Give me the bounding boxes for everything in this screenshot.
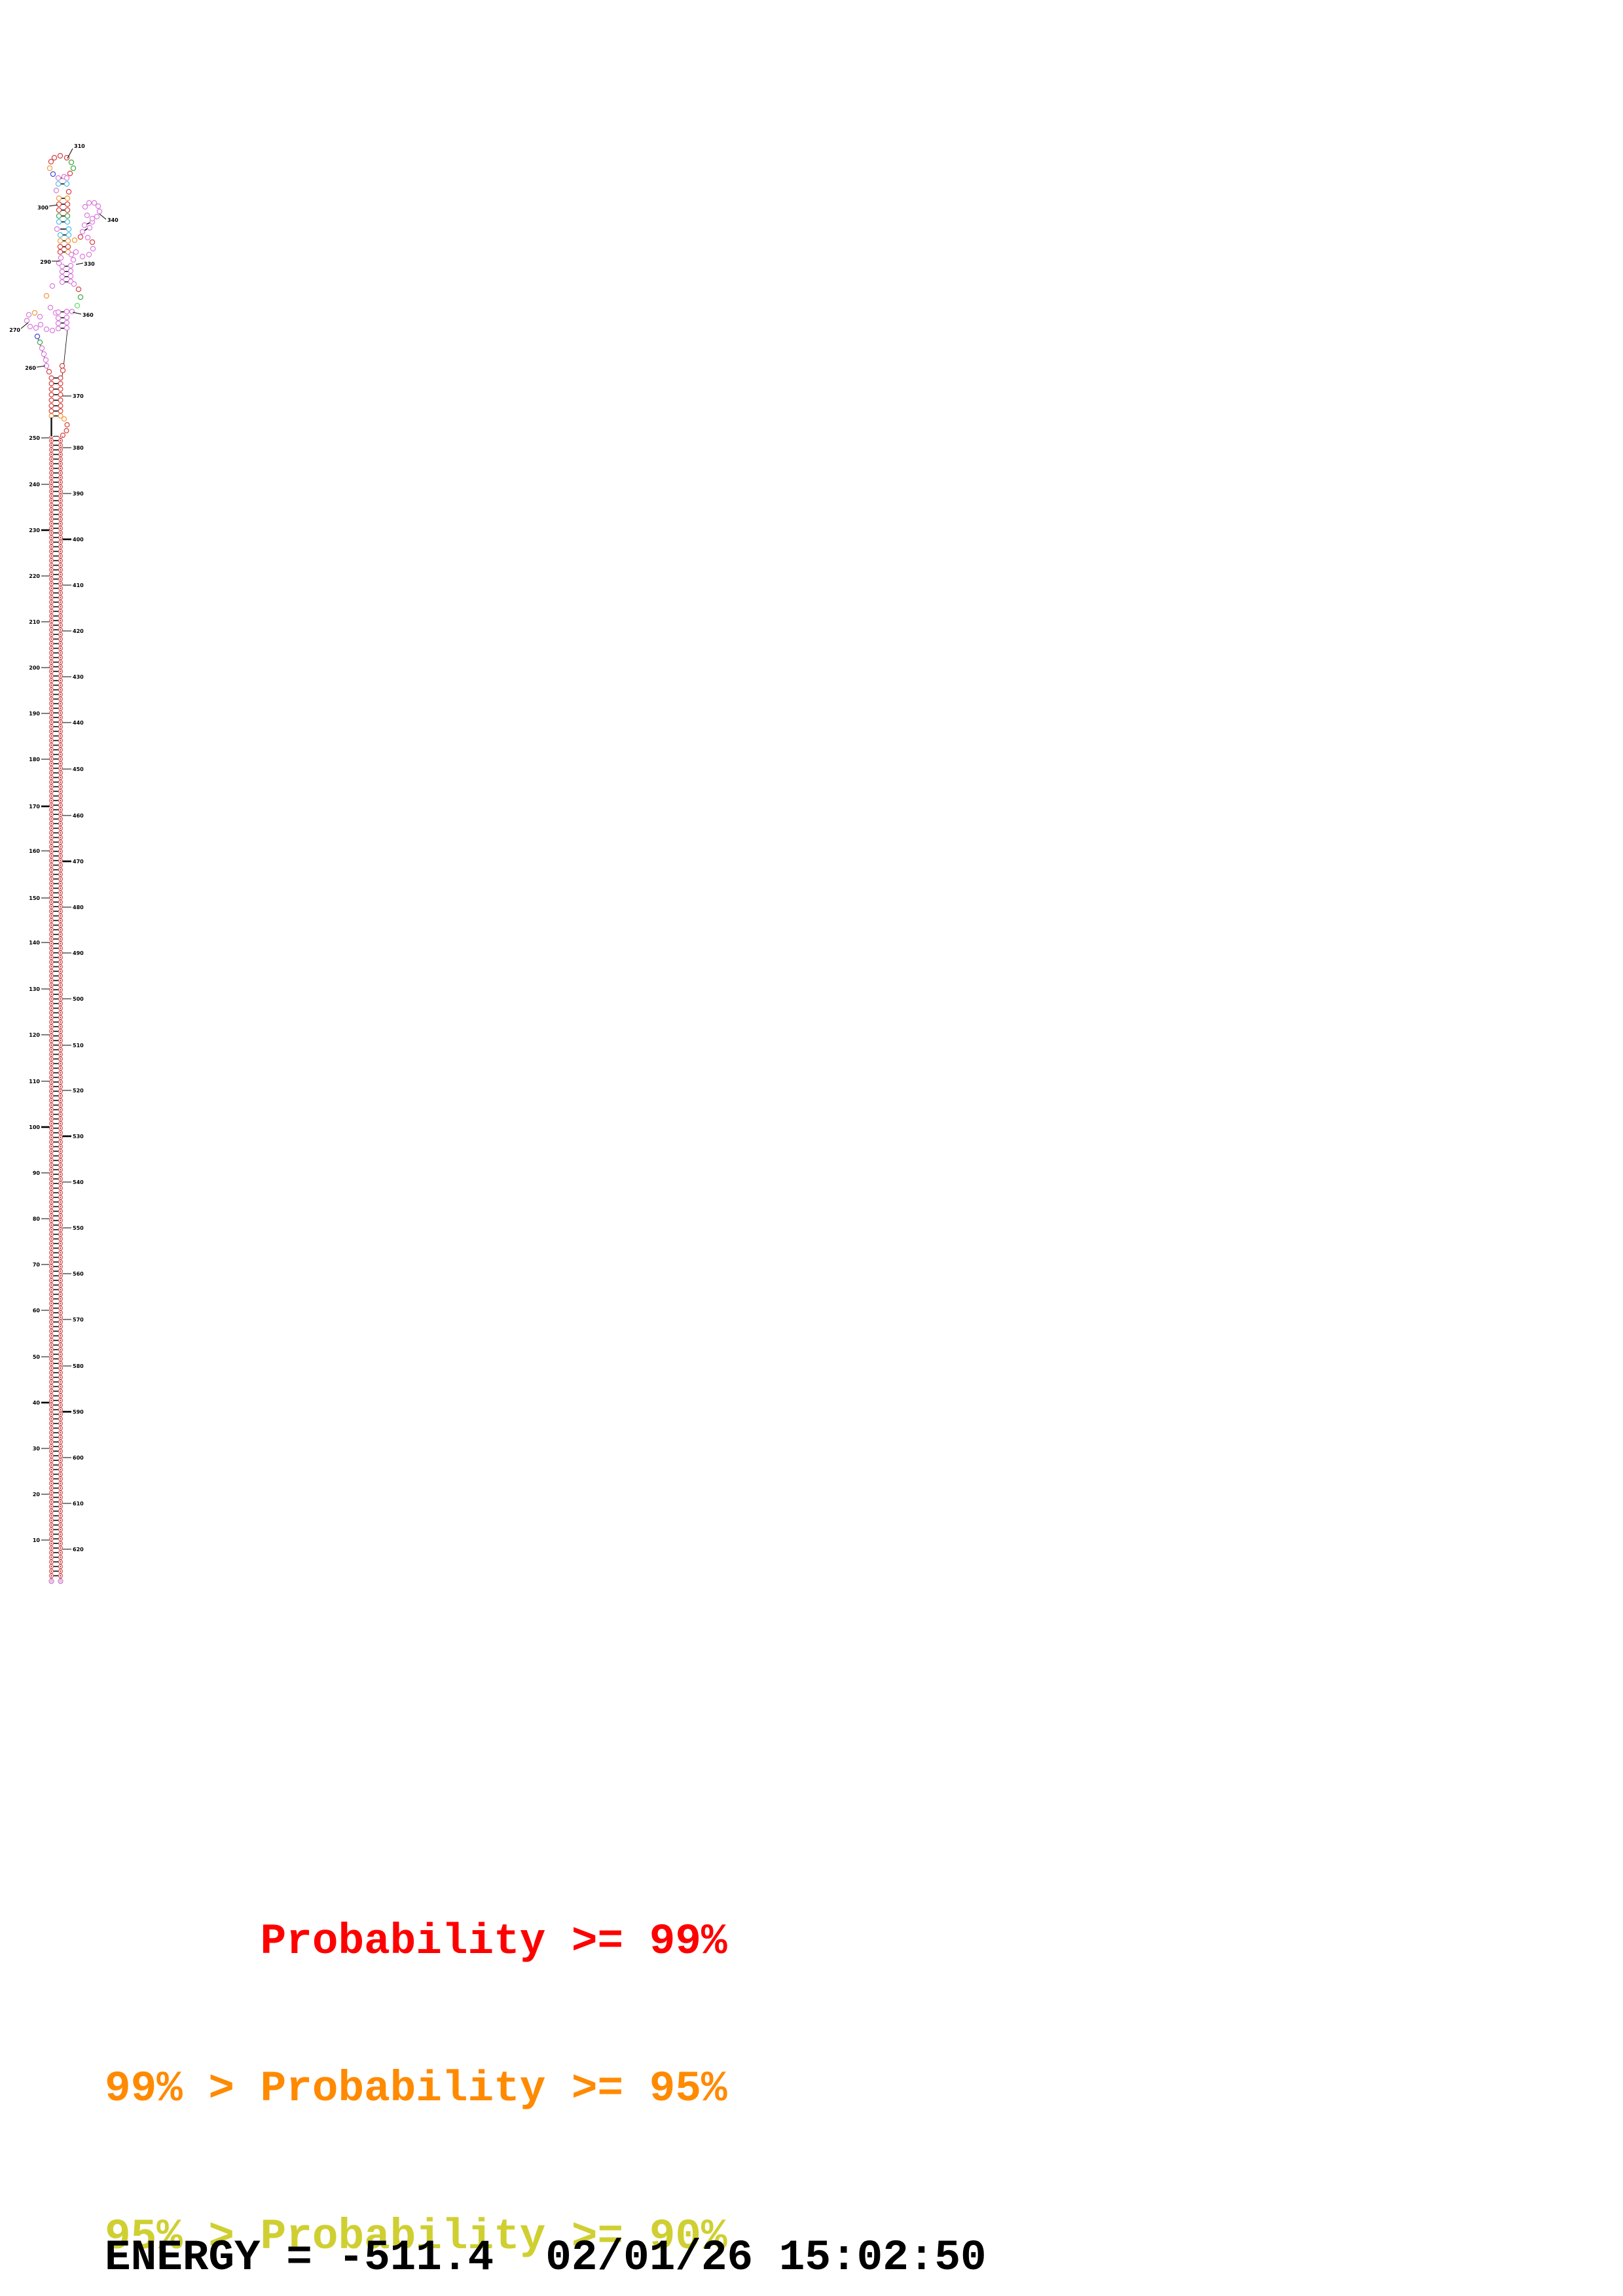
tick-label-40: 40 [33,1400,41,1406]
tick-label-600: 600 [73,1455,84,1461]
tick-label-130: 130 [29,986,40,992]
tick-label-550: 550 [73,1225,84,1231]
tick-label-160: 160 [29,848,40,854]
tick-label-180: 180 [29,757,40,762]
cluster-label-310: 310 [74,143,85,149]
label-leader-300 [48,204,58,207]
tick-label-210: 210 [29,619,40,625]
tick-label-540: 540 [73,1179,84,1185]
tick-label-580: 580 [73,1363,84,1369]
position-tick-layer: 250 240 230 220 210 200 190 180 170 160 150 140 130 1… [29,393,84,1552]
probability-legend: Probability >= 99% 99% > Probability >= … [105,1818,727,2296]
tick-label-560: 560 [73,1271,84,1277]
tick-label-30: 30 [33,1446,41,1452]
cluster-label-layer: 310 300 340 290 330 360 270 260 [9,143,119,371]
label-leader-330 [75,262,84,265]
cluster-label-300: 300 [37,205,48,211]
tick-label-440: 440 [73,720,84,726]
tick-label-610: 610 [73,1501,84,1507]
cluster-label-360: 360 [82,312,94,318]
tick-label-410: 410 [73,583,84,588]
tick-label-460: 460 [73,813,84,819]
tick-label-530: 530 [73,1134,84,1139]
legend-line-99: Probability >= 99% [105,1916,727,1966]
tick-label-420: 420 [73,628,84,634]
tick-label-170: 170 [29,804,40,810]
tick-label-520: 520 [73,1088,84,1094]
tick-label-370: 370 [73,393,84,399]
tick-label-230: 230 [29,528,40,533]
cluster-label-290: 290 [40,259,51,265]
terminal-5prime-base [48,1578,54,1585]
tick-label-590: 590 [73,1409,84,1415]
label-leader-340 [99,213,107,220]
tick-label-150: 150 [29,895,40,901]
tick-label-190: 190 [29,711,40,717]
cluster-label-330: 330 [84,261,95,267]
tick-label-20: 20 [33,1492,41,1498]
top-loop-cluster [24,152,103,438]
tick-label-380: 380 [73,445,84,451]
tick-label-200: 200 [29,665,40,671]
cluster-label-270: 270 [9,327,20,333]
label-leader-260 [36,365,46,368]
energy-timestamp-line: ENERGY = -511.4 02/01/26 15:02:50 [105,2233,987,2282]
tick-label-570: 570 [73,1317,84,1323]
label-leader-270 [20,322,29,329]
tick-label-510: 510 [73,1043,84,1049]
legend-line-95: 99% > Probability >= 95% [105,2064,727,2114]
tick-label-620: 620 [73,1547,84,1552]
tick-label-250: 250 [29,435,40,441]
tick-label-450: 450 [73,766,84,772]
legend-line-90: 95% > Probability >= 90% [105,2212,727,2262]
tick-label-100: 100 [29,1124,40,1130]
tick-label-240: 240 [29,482,40,488]
tick-label-480: 480 [73,905,84,910]
label-leader-360 [72,312,82,315]
tick-label-470: 470 [73,859,84,865]
cluster-label-260: 260 [25,365,36,371]
tick-label-120: 120 [29,1032,40,1038]
tick-label-500: 500 [73,996,84,1002]
label-leader-310 [67,148,73,159]
tick-label-110: 110 [29,1079,40,1085]
tick-label-220: 220 [29,573,40,579]
cluster-label-340: 340 [107,217,119,223]
tick-label-140: 140 [29,940,40,946]
tick-label-430: 430 [73,674,84,680]
tick-label-10: 10 [33,1537,41,1543]
stem-ladder [48,436,63,1579]
tick-label-80: 80 [33,1216,41,1222]
rna-secondary-structure: 250 240 230 220 210 200 190 180 170 160 150 140 130 1… [9,143,119,1585]
tick-label-400: 400 [73,537,84,543]
terminal-3prime-base [58,1578,64,1585]
tick-label-490: 490 [73,950,84,956]
tick-label-50: 50 [33,1354,41,1360]
tick-label-90: 90 [33,1170,41,1176]
tick-label-390: 390 [73,491,84,497]
tick-label-70: 70 [33,1262,41,1268]
tick-label-60: 60 [33,1308,41,1314]
